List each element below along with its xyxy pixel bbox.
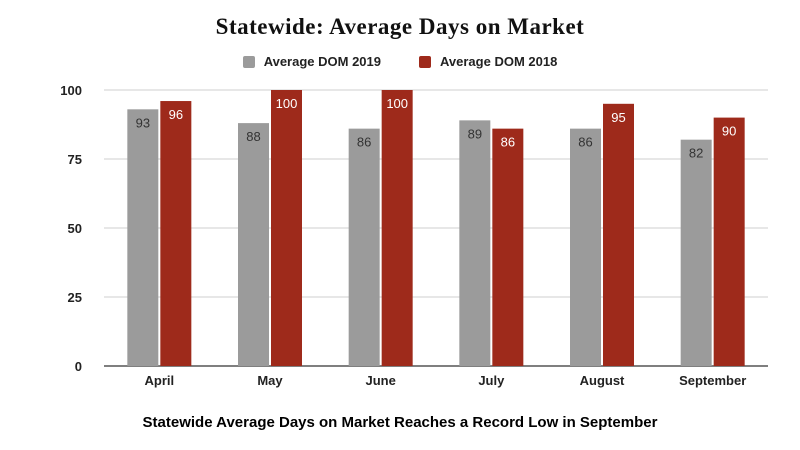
chart-title: Statewide: Average Days on Market xyxy=(215,14,585,39)
data-label: 89 xyxy=(468,126,482,141)
bar-2018-september xyxy=(713,117,745,366)
bar-2018-august xyxy=(603,103,634,367)
bar-2018-april xyxy=(160,101,192,366)
bar-2018-july xyxy=(492,128,524,366)
y-tick-label: 100 xyxy=(60,83,82,98)
legend: Average DOM 2019 Average DOM 2018 xyxy=(0,54,800,69)
y-tick-label: 25 xyxy=(68,290,82,305)
data-label: 82 xyxy=(689,146,703,161)
bar-2019-june xyxy=(348,128,380,366)
data-label: 86 xyxy=(501,135,515,150)
chart-caption: Statewide Average Days on Market Reaches… xyxy=(142,414,658,431)
legend-swatch-2018 xyxy=(419,55,431,68)
data-label: 88 xyxy=(246,129,260,144)
bar-2018-june xyxy=(381,90,413,366)
x-tick-label: June xyxy=(365,373,395,388)
bar-2019-september xyxy=(680,139,712,366)
legend-item-2019: Average DOM 2019 xyxy=(242,54,381,69)
x-tick-label: July xyxy=(478,373,505,388)
data-label: 96 xyxy=(169,107,183,122)
data-label: 86 xyxy=(357,135,371,150)
legend-label-2019: Average DOM 2019 xyxy=(263,54,381,69)
data-label: 95 xyxy=(611,110,625,125)
data-label: 100 xyxy=(386,96,408,111)
bar-2018-may xyxy=(271,90,302,366)
data-label: 90 xyxy=(722,124,736,139)
x-tick-label: August xyxy=(580,373,625,388)
x-tick-label: May xyxy=(257,373,283,388)
bar-2019-august xyxy=(570,128,601,366)
legend-item-2018: Average DOM 2018 xyxy=(419,54,557,69)
bar-2019-july xyxy=(459,120,491,366)
data-label: 86 xyxy=(578,135,592,150)
y-tick-label: 50 xyxy=(68,221,82,236)
bar-2019-may xyxy=(238,123,269,367)
bar-2019-april xyxy=(127,109,159,366)
data-label: 100 xyxy=(276,96,298,111)
x-tick-label: September xyxy=(679,373,746,388)
y-tick-label: 75 xyxy=(68,152,82,167)
legend-swatch-2019 xyxy=(242,55,255,68)
y-tick-label: 0 xyxy=(75,359,82,374)
x-tick-label: April xyxy=(145,373,175,388)
legend-label-2018: Average DOM 2018 xyxy=(440,54,558,69)
data-label: 93 xyxy=(136,115,150,130)
